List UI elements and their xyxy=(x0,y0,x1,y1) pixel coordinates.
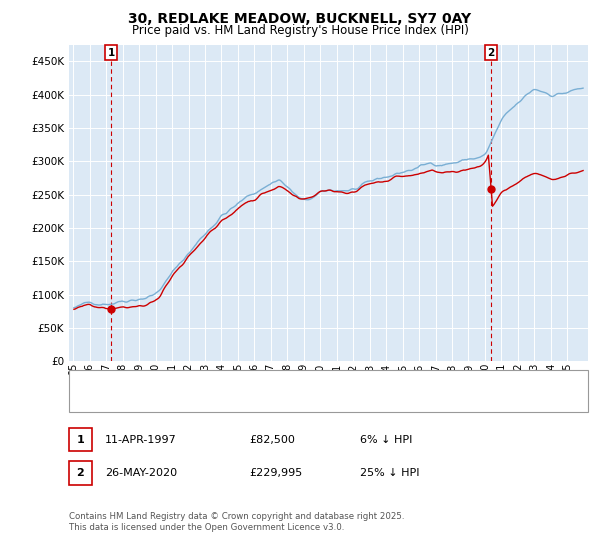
Text: Price paid vs. HM Land Registry's House Price Index (HPI): Price paid vs. HM Land Registry's House … xyxy=(131,24,469,37)
Text: 1: 1 xyxy=(77,435,84,445)
Text: 30, REDLAKE MEADOW, BUCKNELL, SY7 0AY: 30, REDLAKE MEADOW, BUCKNELL, SY7 0AY xyxy=(128,12,472,26)
Text: HPI: Average price, detached house, Shropshire: HPI: Average price, detached house, Shro… xyxy=(103,395,352,405)
Text: 30, REDLAKE MEADOW, BUCKNELL, SY7 0AY (detached house): 30, REDLAKE MEADOW, BUCKNELL, SY7 0AY (d… xyxy=(103,376,427,386)
Text: 2: 2 xyxy=(487,48,495,58)
Text: £82,500: £82,500 xyxy=(249,435,295,445)
Text: 2: 2 xyxy=(77,468,84,478)
Text: 11-APR-1997: 11-APR-1997 xyxy=(105,435,177,445)
Text: 6% ↓ HPI: 6% ↓ HPI xyxy=(360,435,412,445)
Text: 26-MAY-2020: 26-MAY-2020 xyxy=(105,468,177,478)
Text: 1: 1 xyxy=(107,48,115,58)
Text: 25% ↓ HPI: 25% ↓ HPI xyxy=(360,468,419,478)
Text: £229,995: £229,995 xyxy=(249,468,302,478)
Text: Contains HM Land Registry data © Crown copyright and database right 2025.
This d: Contains HM Land Registry data © Crown c… xyxy=(69,512,404,532)
